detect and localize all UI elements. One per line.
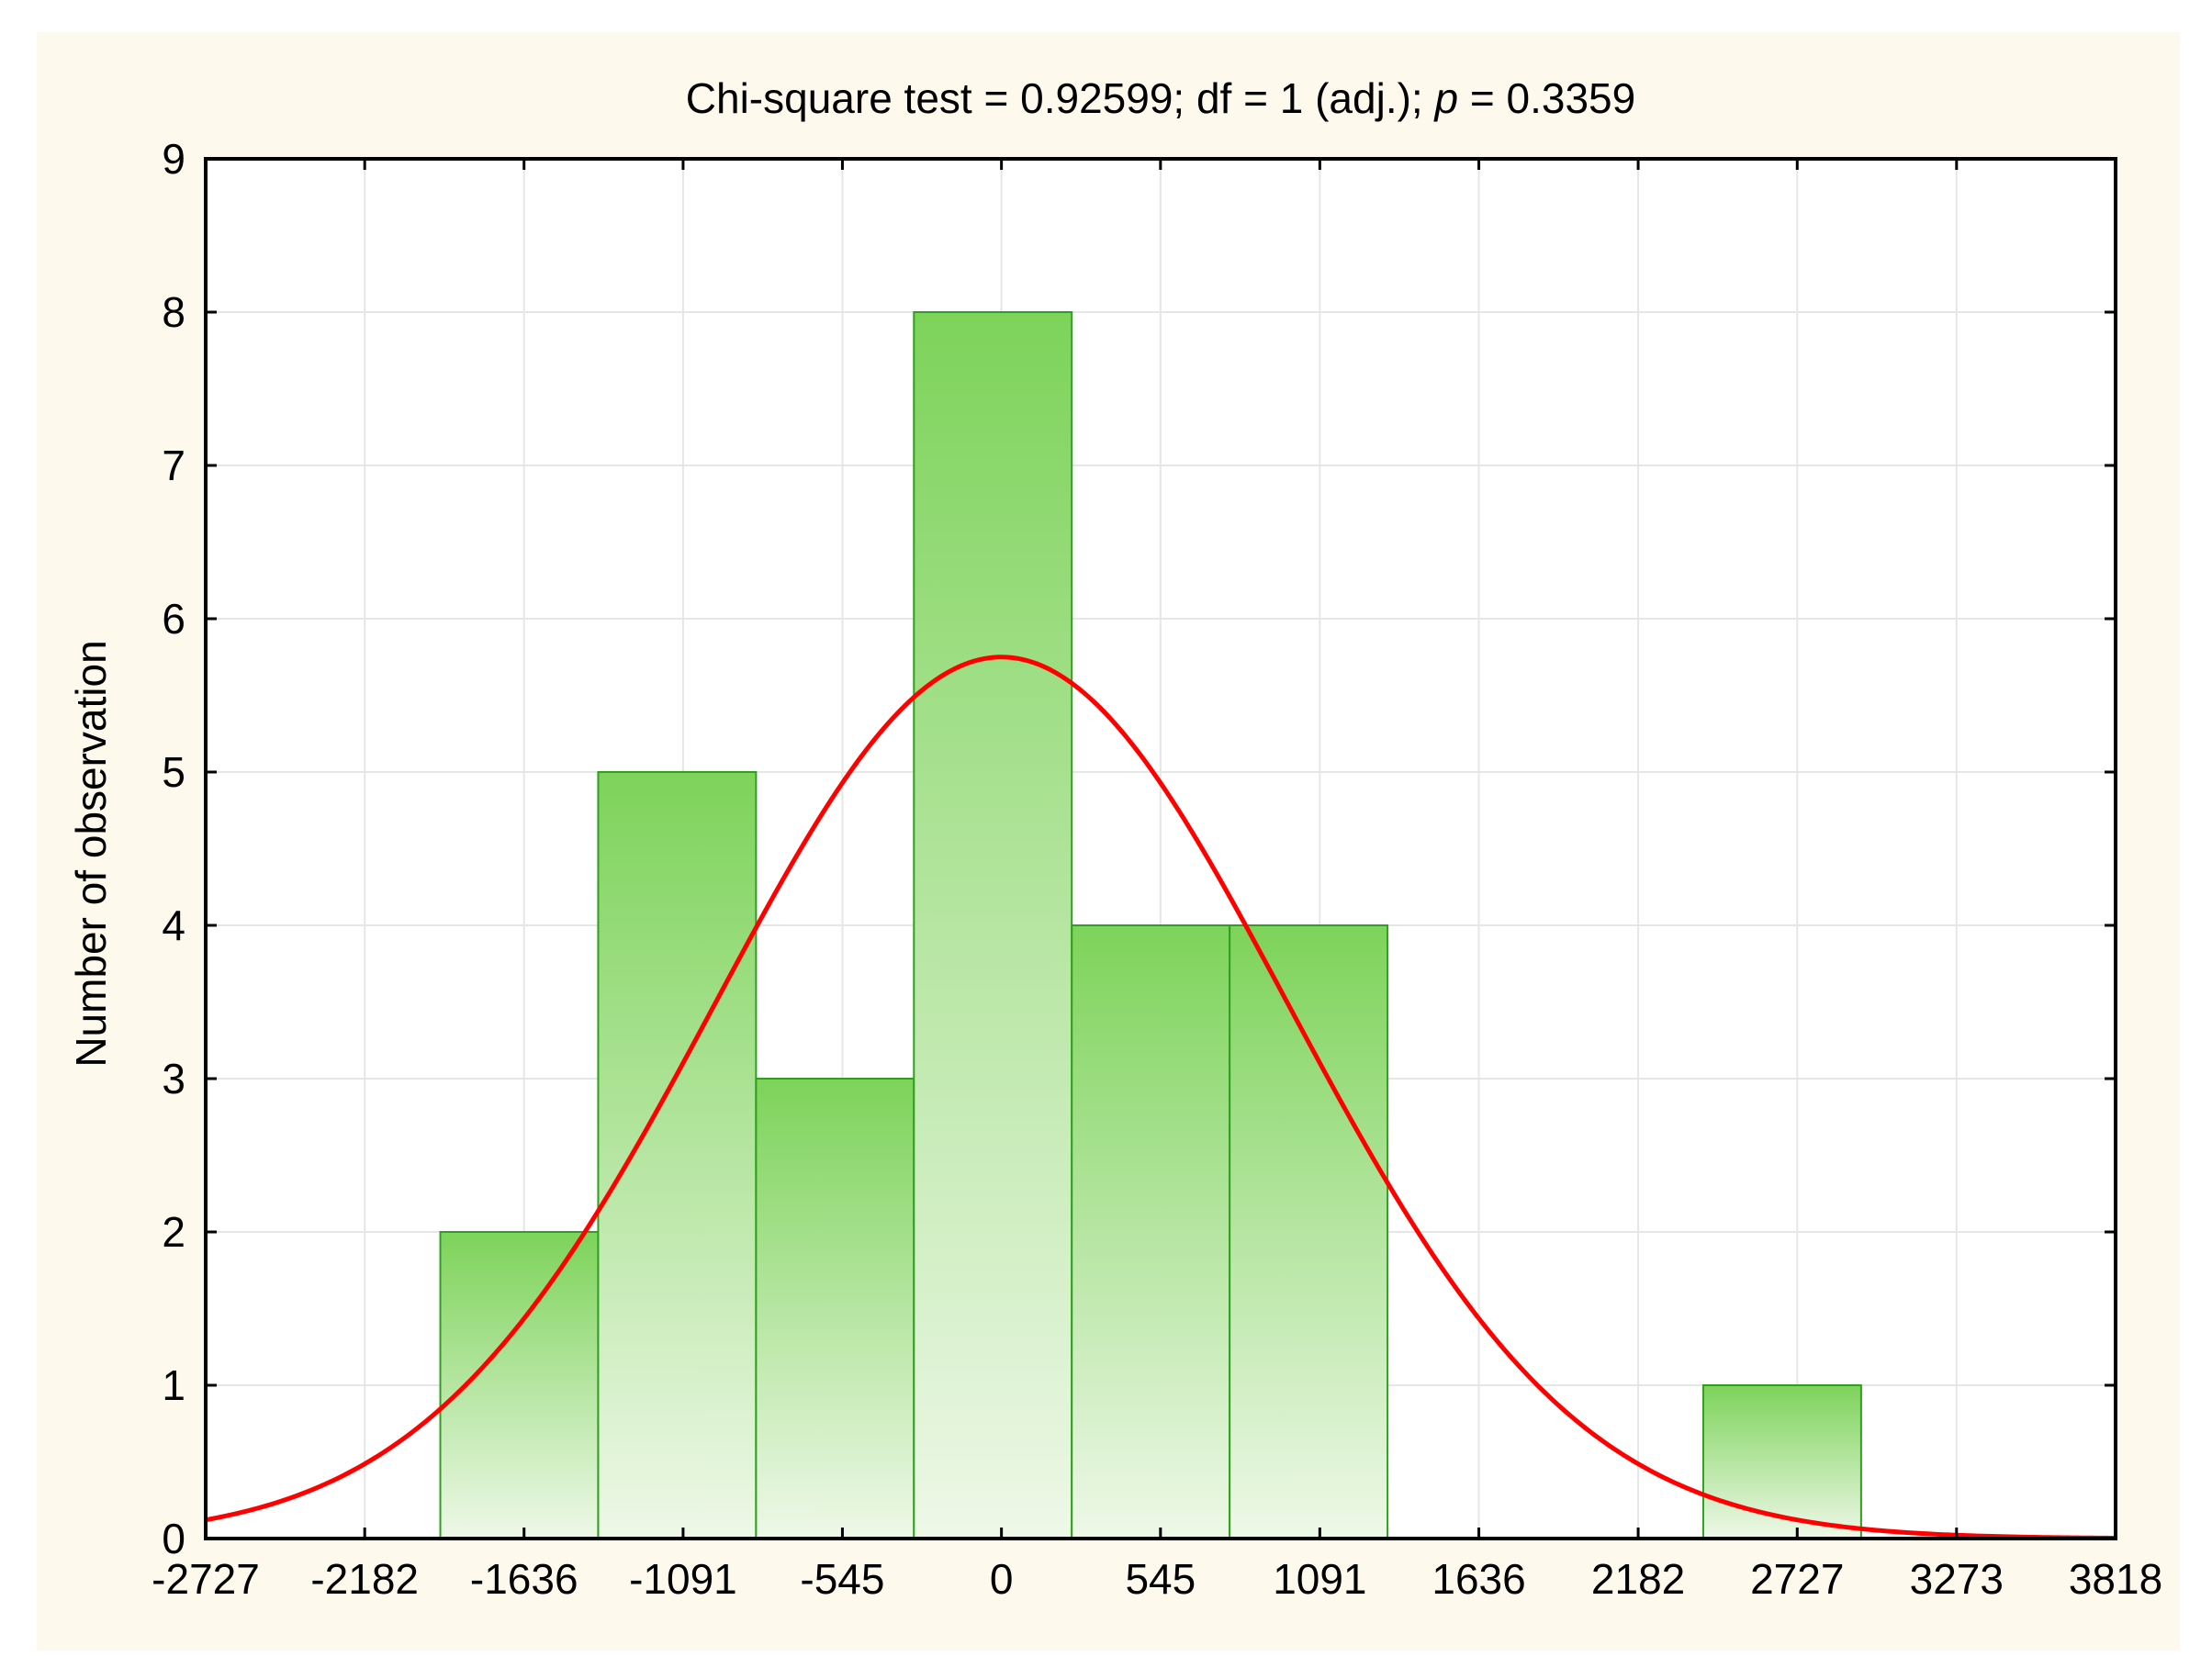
histogram-bar [913,311,1073,1539]
histogram-bar [1071,924,1231,1539]
y-tick-label: 7 [162,442,185,489]
x-tick-label: 2182 [1591,1555,1685,1603]
chart-panel: -2727 -2182 -1636 -1091 -545 0 545 1091 1636 2182… [37,32,2180,1651]
histogram-bars [439,311,1862,1539]
histogram-bar [1701,1384,1862,1539]
x-tick-label: 2727 [1750,1555,1844,1603]
x-tick-label: 3273 [1910,1555,2004,1603]
y-axis-tick-labels: 0 1 2 3 4 5 6 7 8 9 [162,135,185,1562]
x-tick-label: 3818 [2069,1555,2162,1603]
histogram-bar [597,771,758,1539]
y-tick-label: 5 [162,748,185,796]
chart-title-main: Chi-square test = 0.92599; df = 1 (adj.)… [686,74,1435,122]
x-tick-label: -2182 [310,1555,419,1603]
y-tick-label: 9 [162,135,185,183]
chart-title-p-symbol: p [1432,74,1458,122]
histogram-bar [755,1078,915,1539]
x-tick-label: 0 [990,1555,1014,1603]
x-tick-label: -2727 [152,1555,260,1603]
chart-title: Chi-square test = 0.92599; df = 1 (adj.)… [686,74,1635,122]
x-axis-tick-labels: -2727 -2182 -1636 -1091 -545 0 545 1091 1636 2182… [152,1555,2162,1603]
y-tick-label: 6 [162,595,185,643]
y-tick-label: 8 [162,288,185,336]
x-tick-label: -1091 [629,1555,737,1603]
normal-curve-line [205,655,2117,1540]
y-tick-label: 2 [162,1208,185,1256]
x-tick-label: 545 [1125,1555,1196,1603]
y-tick-label: 3 [162,1055,185,1103]
histogram-bar [1229,924,1389,1539]
x-tick-label: 1091 [1273,1555,1366,1603]
chart-title-p-value: = 0.3359 [1458,74,1635,122]
fitted-normal-curve [205,655,2117,1540]
y-tick-label: 4 [162,901,185,949]
histogram-chart: -2727 -2182 -1636 -1091 -545 0 545 1091 1636 2182… [67,74,2162,1603]
y-axis-title: Number of observation [67,640,115,1067]
y-tick-label: 1 [162,1361,185,1409]
axis-ticks [204,157,2117,1540]
y-tick-label: 0 [162,1515,185,1562]
x-tick-label: -1636 [470,1555,578,1603]
x-tick-label: -545 [800,1555,884,1603]
x-tick-label: 1636 [1432,1555,1525,1603]
